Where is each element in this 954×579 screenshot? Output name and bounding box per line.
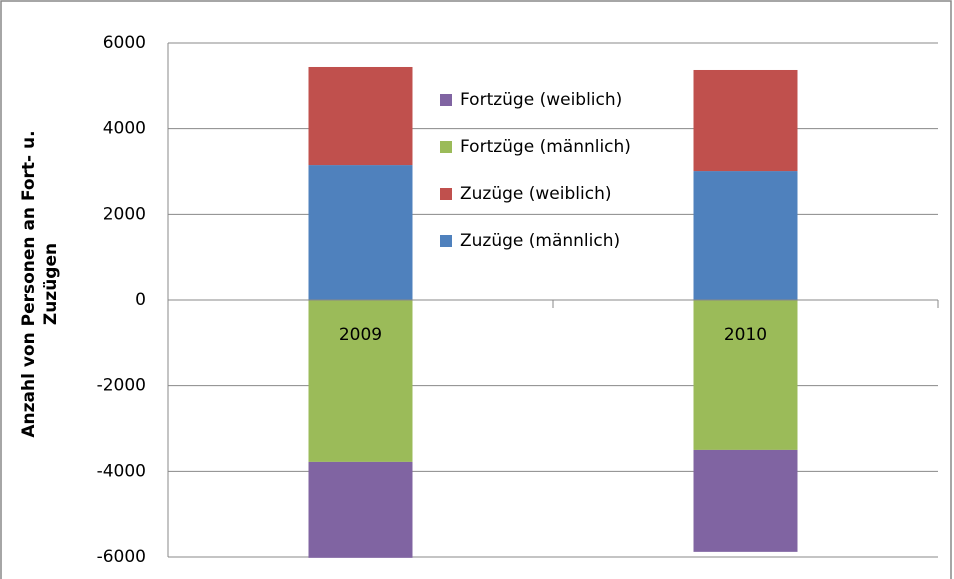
- legend-label: Zuzüge (weiblich): [460, 184, 611, 204]
- legend-swatch: [440, 188, 452, 200]
- legend-label: Fortzüge (männlich): [460, 137, 631, 157]
- bar-segment: [693, 449, 798, 552]
- bar-segment: [693, 171, 798, 300]
- y-tick-label: -4000: [97, 461, 146, 481]
- y-tick-label: 6000: [103, 33, 146, 53]
- bar-segment: [308, 66, 413, 166]
- legend-swatch: [440, 235, 452, 247]
- bar-segment: [308, 461, 413, 558]
- legend-label: Fortzüge (weiblich): [460, 90, 622, 110]
- bar-segment: [693, 69, 798, 172]
- y-tick-label: -6000: [97, 547, 146, 567]
- bar-segment: [308, 165, 413, 300]
- bar-segment: [308, 300, 413, 462]
- category-label: 2009: [339, 325, 382, 345]
- category-label: 2010: [724, 325, 767, 345]
- y-tick-label: -2000: [97, 376, 146, 396]
- bar-segment: [693, 300, 798, 450]
- y-tick-label: 0: [135, 290, 146, 310]
- legend-swatch: [440, 94, 452, 106]
- legend-label: Zuzüge (männlich): [460, 231, 620, 251]
- legend-swatch: [440, 141, 452, 153]
- y-tick-label: 2000: [103, 204, 146, 224]
- y-axis-label: Anzahl von Personen an Fort- u. Zuzügen: [19, 130, 61, 438]
- y-tick-label: 4000: [103, 119, 146, 139]
